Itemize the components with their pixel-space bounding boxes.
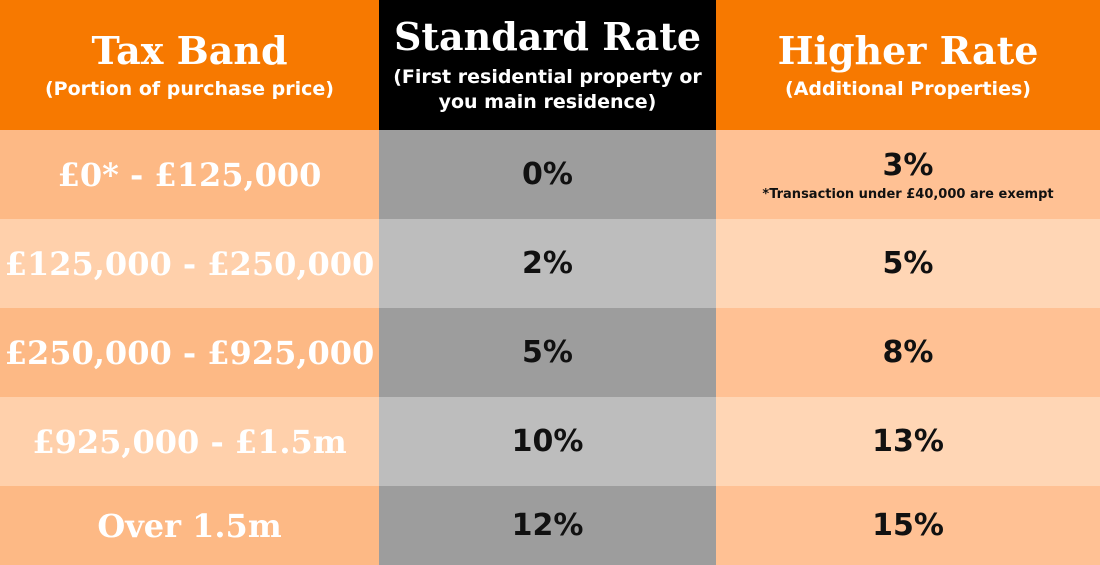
higher-rate-value: 3% bbox=[882, 147, 934, 183]
table-row-2-standard: 2% bbox=[379, 219, 716, 308]
band-label: £125,000 - £250,000 bbox=[4, 244, 375, 283]
header-standard-rate: Standard Rate (First residential propert… bbox=[379, 0, 716, 130]
table-row-5-band: Over 1.5m bbox=[0, 486, 379, 565]
table-row-4-higher: 13% bbox=[716, 397, 1100, 486]
higher-rate-value: 5% bbox=[882, 246, 934, 281]
band-label: Over 1.5m bbox=[97, 506, 282, 545]
table-row-1-higher: 3% *Transaction under £40,000 are exempt bbox=[716, 130, 1100, 219]
table-row-2-higher: 5% bbox=[716, 219, 1100, 308]
header-higher-rate-subtitle: (Additional Properties) bbox=[785, 77, 1031, 100]
header-higher-rate: Higher Rate (Additional Properties) bbox=[716, 0, 1100, 130]
table-row-4-standard: 10% bbox=[379, 397, 716, 486]
table-row-1-standard: 0% bbox=[379, 130, 716, 219]
table-row-3-standard: 5% bbox=[379, 308, 716, 397]
table-row-2-band: £125,000 - £250,000 bbox=[0, 219, 379, 308]
band-label: £0* - £125,000 bbox=[57, 155, 322, 194]
table-row-1-band: £0* - £125,000 bbox=[0, 130, 379, 219]
standard-rate-value: 0% bbox=[522, 157, 573, 192]
standard-rate-value: 10% bbox=[511, 424, 584, 459]
exemption-note: *Transaction under £40,000 are exempt bbox=[762, 186, 1054, 202]
higher-rate-value: 13% bbox=[872, 424, 944, 459]
header-tax-band-title: Tax Band bbox=[91, 27, 288, 73]
standard-rate-value: 12% bbox=[511, 508, 584, 543]
higher-rate-value: 8% bbox=[882, 335, 934, 370]
standard-rate-value: 2% bbox=[522, 246, 573, 281]
header-standard-rate-subtitle-line1: (First residential property or bbox=[393, 66, 702, 88]
table-row-5-standard: 12% bbox=[379, 486, 716, 565]
table-row-5-higher: 15% bbox=[716, 486, 1100, 565]
table-row-3-higher: 8% bbox=[716, 308, 1100, 397]
header-tax-band: Tax Band (Portion of purchase price) bbox=[0, 0, 379, 130]
band-label: £925,000 - £1.5m bbox=[32, 422, 347, 461]
header-standard-rate-subtitle-line2: you main residence) bbox=[438, 91, 657, 113]
band-label: £250,000 - £925,000 bbox=[4, 333, 375, 372]
header-higher-rate-title: Higher Rate bbox=[777, 27, 1039, 73]
header-standard-rate-title: Standard Rate bbox=[393, 14, 702, 59]
header-standard-rate-subtitle: (First residential property or you main … bbox=[393, 65, 702, 115]
header-tax-band-subtitle: (Portion of purchase price) bbox=[45, 77, 334, 100]
table-row-4-band: £925,000 - £1.5m bbox=[0, 397, 379, 486]
higher-rate-value: 15% bbox=[872, 508, 944, 543]
table-row-3-band: £250,000 - £925,000 bbox=[0, 308, 379, 397]
standard-rate-value: 5% bbox=[522, 335, 573, 370]
